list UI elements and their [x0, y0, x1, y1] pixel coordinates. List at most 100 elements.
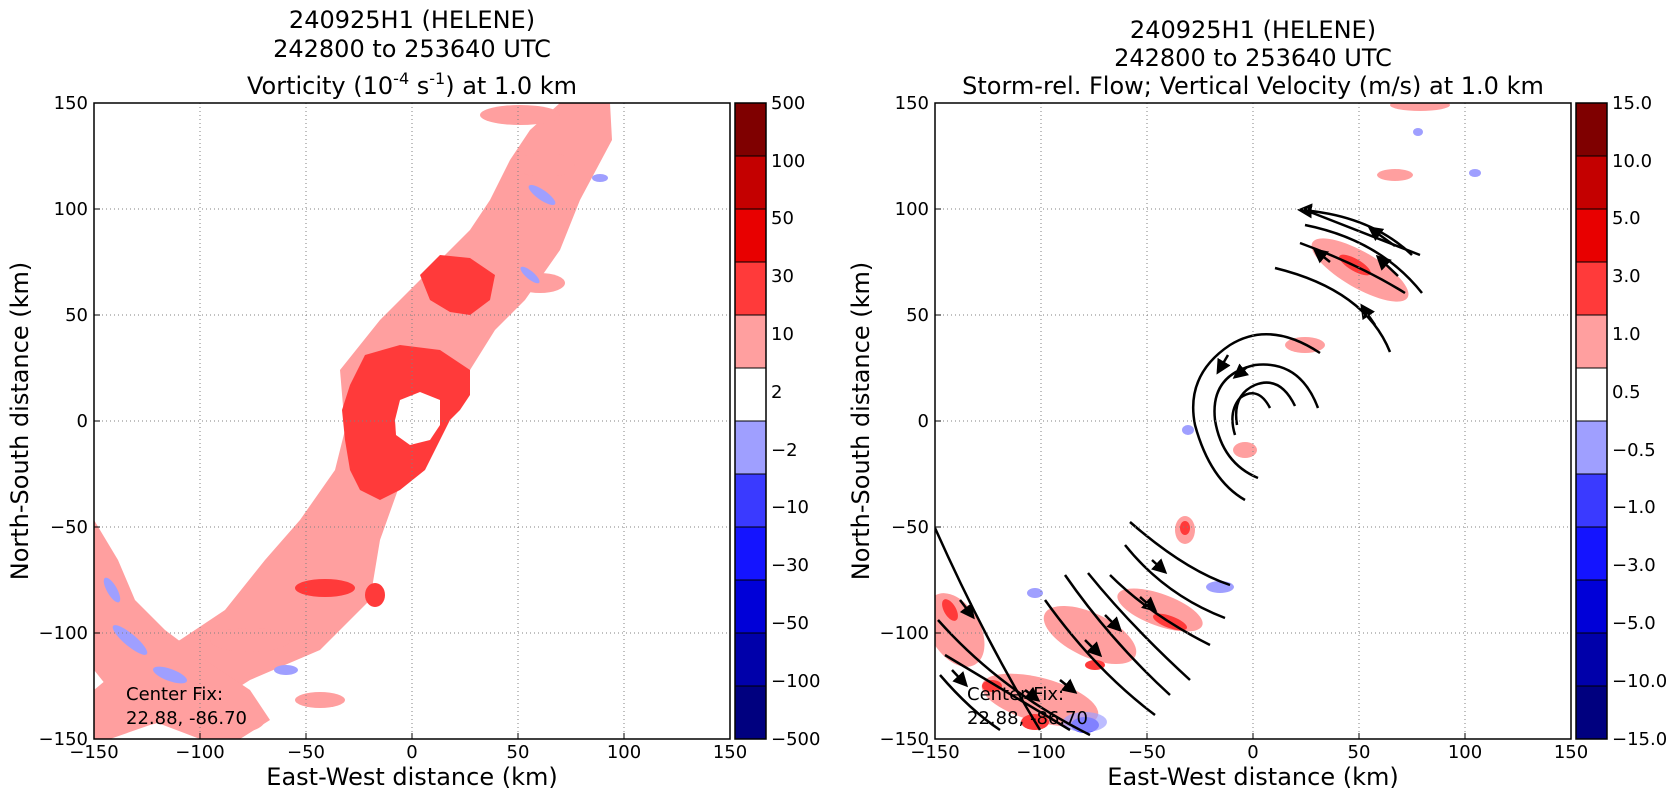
- streamline: [944, 653, 1071, 732]
- streamline: [939, 674, 1001, 732]
- left-blue-streak: [520, 266, 540, 284]
- right-x-tick-label: −50: [1128, 742, 1166, 763]
- colorbar-swatch: [734, 155, 767, 210]
- streamline: [1109, 574, 1211, 647]
- left-y-tick-label: −150: [39, 729, 88, 750]
- left-colorbar-label: 2: [771, 382, 782, 403]
- right-y-tick-label: −150: [880, 729, 929, 750]
- left-colorbar: 500 100 50 30 10 2 −2 −10 −30 −50 −100 −…: [734, 93, 820, 750]
- left-core-red-north: [420, 255, 495, 315]
- right-colorbar-label: 5.0: [1612, 208, 1641, 229]
- right-updraft-core: [1180, 521, 1190, 535]
- right-panel: 240925H1 (HELENE) 242800 to 253640 UTC S…: [847, 16, 1667, 791]
- streamline-spiral: [1191, 333, 1321, 502]
- colorbar-swatch: [1575, 632, 1608, 687]
- left-blue-streak: [592, 174, 608, 182]
- left-y-tick-label: 150: [54, 93, 88, 114]
- streamline: [1124, 544, 1226, 620]
- right-y-tick-label: −50: [891, 517, 929, 538]
- left-colorbar-label: −30: [771, 555, 809, 576]
- right-center-fix-coords: 22.88, -86.70: [967, 708, 1088, 729]
- left-blob: [480, 105, 560, 125]
- left-colorbar-labels: 500 100 50 30 10 2 −2 −10 −30 −50 −100 −…: [771, 93, 820, 750]
- streamline: [1297, 203, 1413, 256]
- right-downdraft: [1469, 169, 1481, 177]
- left-title-line-3: Vorticity (10-4 s-1) at 1.0 km: [247, 69, 577, 100]
- colorbar-swatch: [734, 526, 767, 581]
- left-blue-streak: [152, 666, 188, 684]
- streamline: [937, 619, 1091, 737]
- left-x-tick-labels: −150 −100 −50 0 50 100 150: [69, 742, 747, 763]
- right-streamlines: [935, 203, 1423, 737]
- left-title-end: ) at 1.0 km: [445, 72, 577, 100]
- right-x-tick-label: 150: [1554, 742, 1588, 763]
- colorbar-swatch: [1575, 314, 1608, 369]
- colorbar-swatch: [734, 685, 767, 740]
- streamline-spiral: [1213, 363, 1320, 480]
- left-y-tick-label: 0: [77, 411, 88, 432]
- right-x-tick-label: 50: [1348, 742, 1371, 763]
- left-eye: [395, 392, 440, 445]
- right-title-line-3: Storm-rel. Flow; Vertical Velocity (m/s)…: [962, 72, 1544, 100]
- right-colorbar-label: −10.0: [1612, 671, 1667, 692]
- streamline: [1304, 223, 1423, 294]
- left-blob: [515, 153, 575, 177]
- right-y-axis-label: North-South distance (km): [847, 262, 875, 581]
- right-y-tick-label: 50: [906, 305, 929, 326]
- left-center-fix-label: Center Fix:: [126, 684, 223, 705]
- right-y-tick-labels: −150 −100 −50 0 50 100 150: [880, 93, 929, 750]
- streamline-arrow: [1151, 558, 1168, 575]
- right-x-tick-labels: −150 −100 −50 0 50 100 150: [910, 742, 1588, 763]
- right-y-tick-label: 100: [895, 199, 929, 220]
- left-colorbar-label: −500: [771, 729, 820, 750]
- colorbar-swatch: [1575, 261, 1608, 316]
- left-colorbar-label: 100: [771, 151, 805, 172]
- left-x-tick-label: −100: [175, 742, 224, 763]
- colorbar-swatch: [734, 314, 767, 369]
- streamline: [1304, 208, 1421, 257]
- colorbar-swatch: [1575, 420, 1608, 475]
- colorbar-swatch: [1575, 102, 1608, 157]
- colorbar-swatch: [1575, 579, 1608, 634]
- colorbar-swatch: [1575, 367, 1608, 422]
- left-colorbar-label: −50: [771, 613, 809, 634]
- streamline-arrow: [1084, 639, 1103, 658]
- right-updraft: [1377, 169, 1413, 181]
- left-colorbar-label: 50: [771, 208, 794, 229]
- streamline-arrow: [1023, 686, 1041, 702]
- left-title-line-2: 242800 to 253640 UTC: [273, 35, 551, 63]
- streamline-arrow: [1216, 354, 1231, 375]
- right-updraft: [1390, 103, 1450, 111]
- left-x-tick-label: 0: [406, 742, 417, 763]
- left-title-line-1: 240925H1 (HELENE): [289, 6, 535, 34]
- left-blue-streak: [274, 665, 298, 675]
- right-downdraft: [1413, 128, 1423, 136]
- left-colorbar-swatches: [734, 102, 767, 740]
- left-center-fix-coords: 22.88, -86.70: [126, 708, 247, 729]
- right-colorbar-label: 0.5: [1612, 382, 1641, 403]
- left-x-tick-label: 150: [713, 742, 747, 763]
- left-panel: 240925H1 (HELENE) 242800 to 253640 UTC V…: [6, 6, 820, 791]
- left-blob: [210, 628, 290, 652]
- left-tick-marks: [93, 102, 731, 740]
- right-x-tick-label: −100: [1016, 742, 1065, 763]
- right-x-axis-label: East-West distance (km): [1107, 763, 1398, 791]
- right-colorbar-label: −1.0: [1612, 497, 1656, 518]
- left-blue-streak: [103, 577, 121, 603]
- right-colorbar-swatches: [1575, 102, 1608, 740]
- right-updraft: [1233, 442, 1257, 458]
- right-y-tick-label: 150: [895, 93, 929, 114]
- left-band-sw: [94, 520, 270, 739]
- left-title-sup1: -4: [393, 69, 409, 88]
- colorbar-swatch: [734, 420, 767, 475]
- streamline: [1129, 521, 1231, 587]
- colorbar-swatch: [1575, 473, 1608, 528]
- streamline-spiral: [1231, 392, 1272, 436]
- streamline-arrow: [1059, 678, 1078, 694]
- left-core-red-south: [295, 579, 355, 597]
- left-x-tick-label: 100: [607, 742, 641, 763]
- colorbar-swatch: [734, 579, 767, 634]
- streamline-arrow: [1232, 363, 1250, 379]
- left-blue-streak: [112, 625, 148, 655]
